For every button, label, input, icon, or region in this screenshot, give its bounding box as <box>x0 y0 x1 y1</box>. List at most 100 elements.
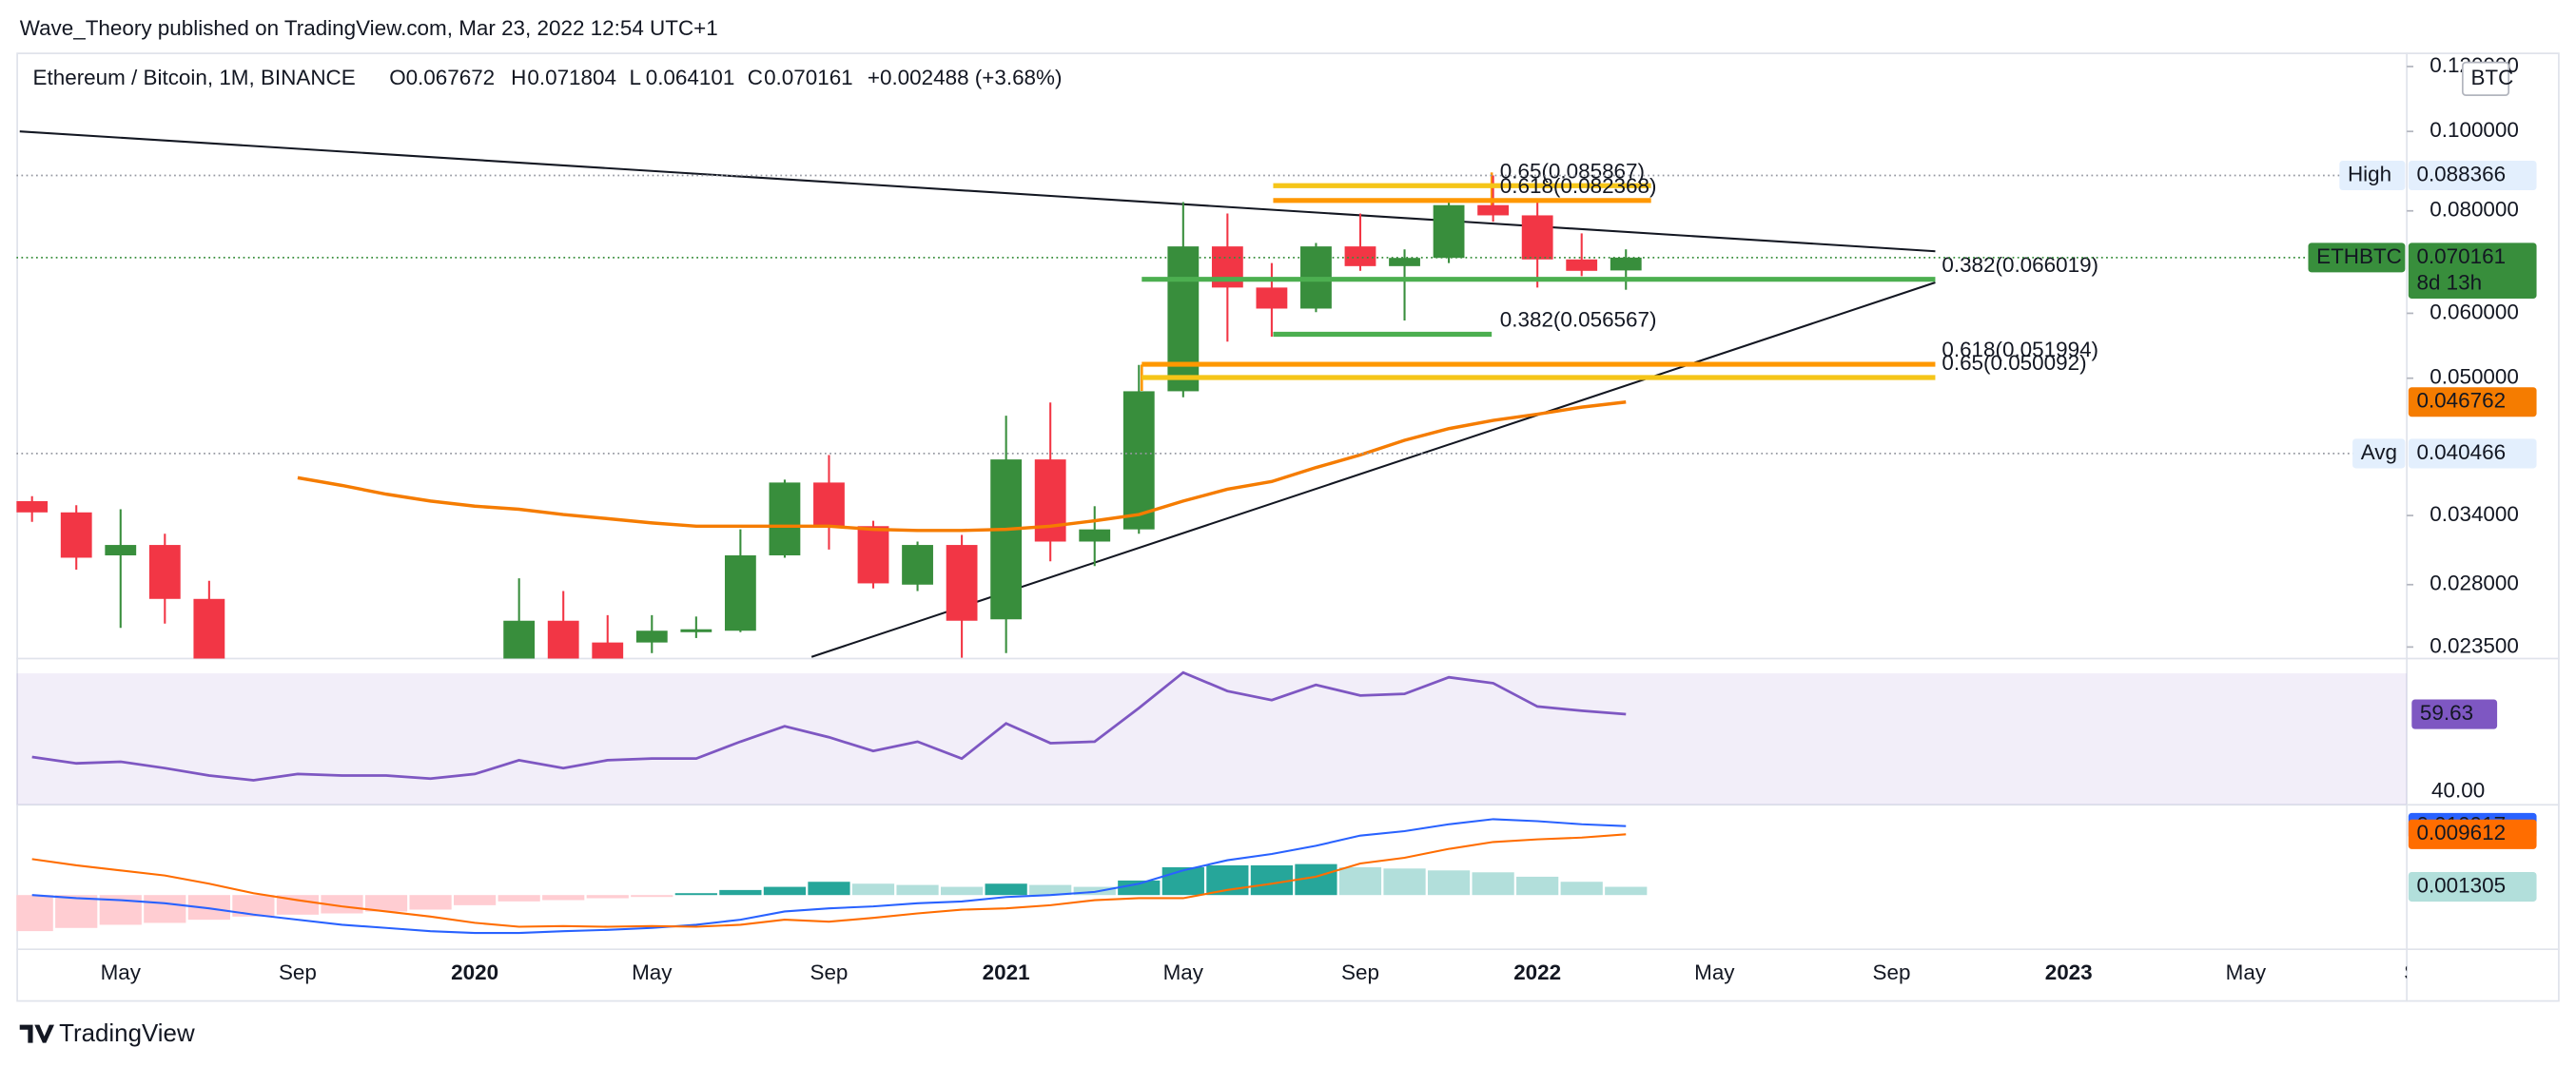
trendline <box>810 281 1936 658</box>
candle-body <box>946 545 978 621</box>
macd-histogram-bar <box>364 895 408 912</box>
candle-body <box>1521 215 1553 260</box>
macd-histogram-bar <box>1338 866 1382 896</box>
chart-frame <box>16 52 2560 1002</box>
current-name-bg <box>2308 242 2406 273</box>
macd-histogram-bar <box>498 895 540 902</box>
legend-key: L <box>629 66 640 89</box>
candle-body <box>1034 459 1066 542</box>
footer-brand: TradingView <box>59 1020 195 1047</box>
legend: Ethereum / Bitcoin, 1M, BINANCE O 0.067672… <box>33 66 1063 89</box>
macd-histogram-bar <box>1427 870 1471 896</box>
marker-value: 0.088366 <box>2416 162 2506 185</box>
x-tick-label: May <box>101 960 142 984</box>
x-tick-label: May <box>1694 960 1735 984</box>
candle-body <box>857 526 889 584</box>
macd-histogram-bar <box>1605 886 1648 896</box>
footer-logo: TradingView <box>19 1020 195 1047</box>
x-tick-label: May <box>2226 960 2267 984</box>
marker-name-bg <box>2339 160 2406 191</box>
legend-value: 0.067672 <box>406 66 496 89</box>
y-tick-label: 0.060000 <box>2430 300 2519 323</box>
macd-histogram-bar <box>1250 864 1294 896</box>
x-tick-label: 2023 <box>2045 960 2093 984</box>
candle-body <box>1344 246 1376 266</box>
marker-name: Avg <box>2361 440 2397 464</box>
marker-name: High <box>2348 162 2391 185</box>
macd-histogram-bar <box>808 882 850 896</box>
candle-body <box>1389 258 1420 266</box>
rsi-pane <box>16 670 2408 805</box>
x-tick-label: May <box>632 960 673 984</box>
x-tick-label: 2020 <box>451 960 498 984</box>
macd-histogram-bar <box>586 895 629 899</box>
x-tick-label: Sep <box>1873 960 1911 984</box>
candle-body <box>902 545 933 585</box>
candle-body <box>1122 391 1155 530</box>
macd-histogram-bar <box>851 883 895 896</box>
candle-body <box>503 620 536 659</box>
candle-body <box>547 620 579 659</box>
x-tick-label: May <box>1163 960 1204 984</box>
ma-value-bg <box>2408 387 2537 417</box>
x-tick-label: 2022 <box>1513 960 1561 984</box>
y-tick-label: 0.023500 <box>2430 633 2519 657</box>
macd-histogram-bar <box>1161 866 1204 896</box>
y-tick-label: 0.100000 <box>2430 118 2519 142</box>
macd-histogram-bar <box>1383 868 1426 896</box>
current-value-bg <box>2408 242 2537 300</box>
candle-body <box>724 554 756 631</box>
candle-body <box>1256 287 1288 309</box>
x-tick-label: 2021 <box>983 960 1030 984</box>
x-tick-label: Sep <box>279 960 317 984</box>
macd-histogram-bar <box>16 895 53 932</box>
histogram-value: 0.001305 <box>2416 873 2506 897</box>
moving-average <box>297 400 1627 533</box>
macd-histogram-bar <box>1516 876 1559 896</box>
macd-histogram-bar <box>321 895 363 914</box>
candle-body <box>60 512 92 558</box>
legend-change: +0.002488 (+3.68%) <box>868 66 1063 89</box>
signal-value-bg <box>2408 819 2537 849</box>
unit-label: BTC <box>2470 66 2513 89</box>
marker-value-bg <box>2408 438 2537 469</box>
macd-histogram-bar <box>985 883 1027 896</box>
fib-label: 0.382(0.056567) <box>1500 308 1657 332</box>
candle-body <box>1477 204 1510 216</box>
macd-histogram-bar <box>409 895 452 910</box>
candle-body <box>1433 204 1465 259</box>
macd-line <box>31 818 1627 935</box>
legend-value: 0.071804 <box>527 66 616 89</box>
y-tick-label: 0.034000 <box>2430 502 2519 526</box>
price-axis: 0.1200000.1000000.0800000.0600000.050000… <box>2308 53 2537 902</box>
publish-header: Wave_Theory published on TradingView.com… <box>20 16 718 40</box>
y-tick-label: 0.028000 <box>2430 572 2519 595</box>
fib-label: 0.618(0.082368) <box>1500 174 1657 198</box>
signal-value: 0.009612 <box>2416 821 2506 844</box>
macd-histogram-bar <box>55 895 98 928</box>
time-axis: May Sep 2020 May Sep 2021 May Sep 2022 May Sep 2023… <box>101 960 2442 984</box>
x-tick-label: Sep <box>2404 960 2442 984</box>
macd-histogram-bar <box>144 895 186 923</box>
rsi-value-bg <box>2411 699 2498 729</box>
macd-histogram-bar <box>719 889 762 896</box>
candle-body <box>1079 529 1111 542</box>
y-tick-label: 0.080000 <box>2430 198 2519 222</box>
legend-key: H <box>511 66 526 89</box>
fib-label: 0.65(0.085867) <box>1500 159 1645 183</box>
price-pane: 0.65(0.085867)0.618(0.082368) 0.382(0.066… <box>16 130 2408 659</box>
candle-body <box>990 459 1023 620</box>
x-tick-label: Sep <box>1341 960 1379 984</box>
macd-histogram-bar <box>763 886 807 896</box>
current-name: ETHBTC <box>2316 244 2402 268</box>
legend-value: 0.064101 <box>646 66 735 89</box>
marker-value-bg <box>2408 160 2537 191</box>
macd-histogram-bar <box>631 895 673 898</box>
histogram-value-bg <box>2408 871 2537 902</box>
macd-histogram-bar <box>454 895 497 905</box>
fib-label: 0.65(0.050092) <box>1942 351 2086 375</box>
macd-pane <box>16 818 1648 935</box>
candle-body <box>680 629 712 632</box>
